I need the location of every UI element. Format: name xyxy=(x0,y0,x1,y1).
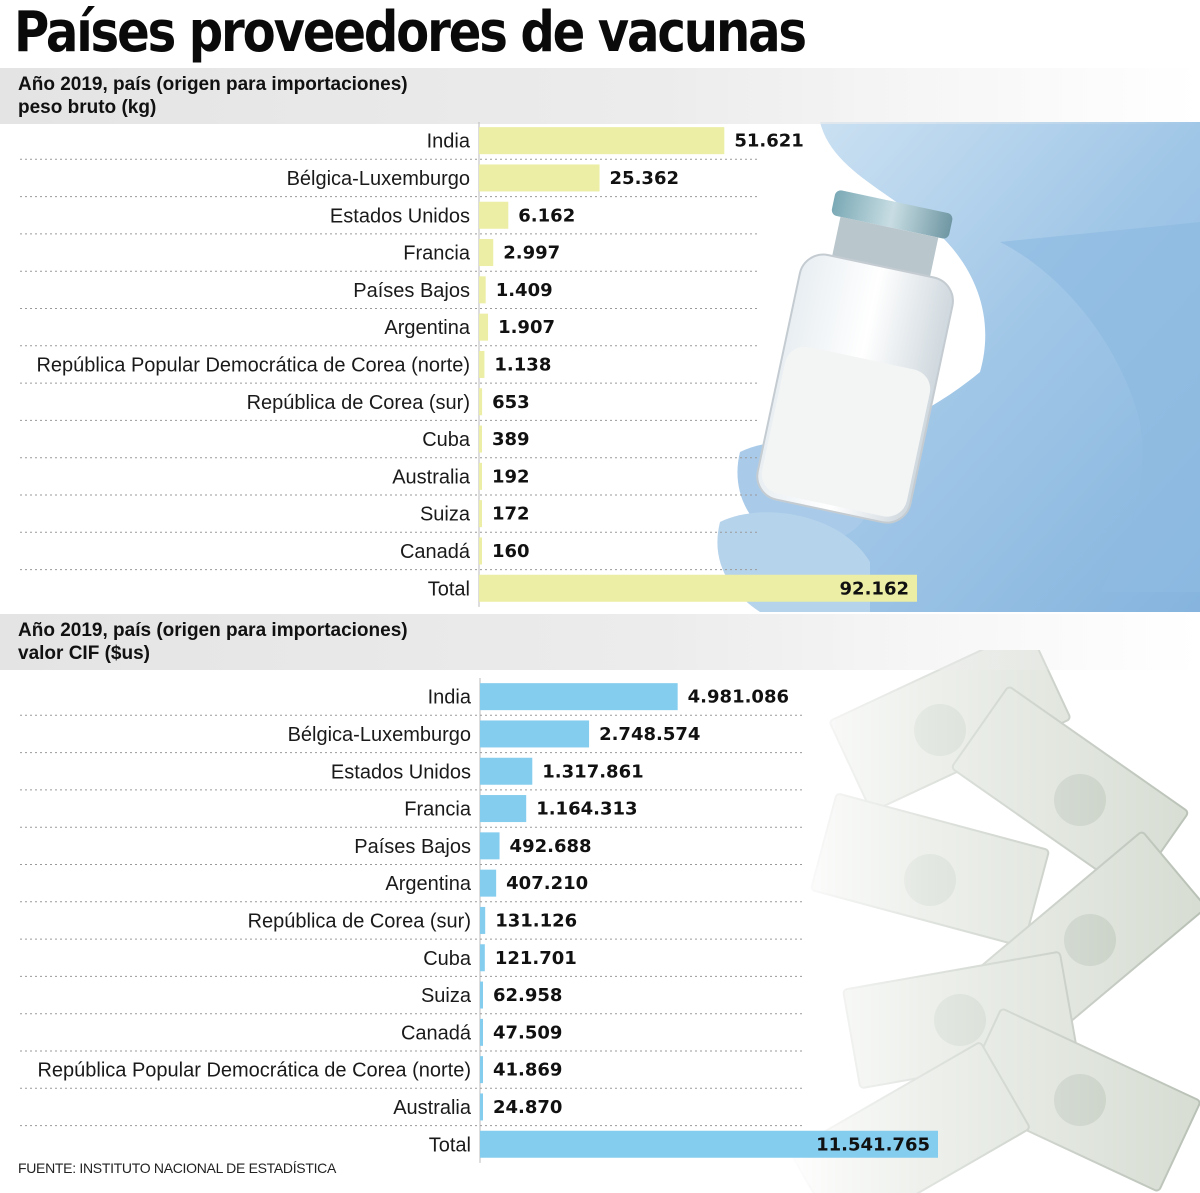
chart-1-subtitle-line-1: Año 2019, país (origen para importacione… xyxy=(18,74,408,95)
value-bar xyxy=(480,944,485,972)
value-bar xyxy=(480,1130,938,1158)
value-value-label: 121.701 xyxy=(495,948,577,969)
weight-value-label: 6.162 xyxy=(518,205,575,226)
value-value-label: 47.509 xyxy=(493,1022,562,1043)
value-value-label: 24.870 xyxy=(493,1097,562,1118)
value-category-label: India xyxy=(428,687,472,709)
value-category-label: Canadá xyxy=(401,1022,472,1044)
weight-value-label: 653 xyxy=(492,392,530,413)
weight-bar xyxy=(479,164,600,192)
weight-category-label: Suiza xyxy=(420,504,471,526)
value-category-label: Francia xyxy=(404,799,472,821)
value-value-label: 1.317.861 xyxy=(542,761,643,782)
weight-value-label: 1.409 xyxy=(496,280,553,301)
value-bar xyxy=(480,906,486,934)
value-bar xyxy=(480,683,678,711)
weight-bar xyxy=(479,500,482,528)
weight-category-label: India xyxy=(427,131,471,153)
weight-bar xyxy=(479,239,494,267)
value-category-label: Estados Unidos xyxy=(331,761,471,783)
weight-value-label: 1.907 xyxy=(498,317,555,338)
weight-bar xyxy=(479,127,725,155)
weight-category-label: Estados Unidos xyxy=(330,205,470,227)
weight-value-label: 92.162 xyxy=(840,578,909,599)
weight-bar xyxy=(479,388,483,416)
value-category-label: Total xyxy=(429,1134,471,1156)
weight-bar xyxy=(479,201,509,229)
weight-category-label: Total xyxy=(428,578,470,600)
chart-2-subtitle-line-1: Año 2019, país (origen para importacione… xyxy=(18,620,408,641)
value-bar xyxy=(480,1093,483,1121)
weight-bar xyxy=(479,425,482,453)
weight-category-label: Cuba xyxy=(422,429,471,451)
weight-value-label: 389 xyxy=(492,429,530,450)
value-bar xyxy=(480,869,497,897)
value-category-label: República Popular Democrática de Corea (… xyxy=(37,1060,471,1082)
value-bar xyxy=(480,757,533,785)
value-bar-chart: India 4.981.086 Bélgica-Luxemburgo 2.748.57… xyxy=(20,678,938,1163)
weight-bar xyxy=(479,537,482,565)
weight-bar xyxy=(479,350,485,378)
value-value-label: 4.981.086 xyxy=(688,687,789,708)
weight-bar xyxy=(479,462,482,490)
weight-value-label: 25.362 xyxy=(610,168,679,189)
weight-category-label: República de Corea (sur) xyxy=(247,392,470,414)
source-note: FUENTE: INSTITUTO NACIONAL DE ESTADÍSTIC… xyxy=(18,1160,337,1176)
value-bar xyxy=(480,795,527,823)
value-bar xyxy=(480,1056,483,1084)
weight-category-label: Países Bajos xyxy=(353,280,470,302)
weight-value-label: 1.138 xyxy=(494,354,551,375)
value-value-label: 41.869 xyxy=(493,1060,562,1081)
chart-2-subtitle-line-2: valor CIF ($us) xyxy=(18,643,150,664)
vaccine-vial-photo xyxy=(700,122,1200,612)
weight-category-label: Canadá xyxy=(400,541,471,563)
value-value-label: 492.688 xyxy=(510,836,592,857)
weight-category-label: Francia xyxy=(403,243,471,265)
page-title: Países proveedores de vacunas xyxy=(14,0,807,65)
weight-value-label: 192 xyxy=(492,466,530,487)
value-category-label: Cuba xyxy=(423,948,472,970)
weight-category-label: Bélgica-Luxemburgo xyxy=(287,168,470,190)
weight-category-label: República Popular Democrática de Corea (… xyxy=(36,354,470,376)
value-category-label: República de Corea (sur) xyxy=(248,910,471,932)
value-value-label: 11.541.765 xyxy=(816,1134,930,1155)
value-category-label: Australia xyxy=(393,1097,472,1119)
weight-value-label: 172 xyxy=(492,504,530,525)
weight-value-label: 2.997 xyxy=(503,243,560,264)
weight-category-label: Australia xyxy=(392,466,471,488)
weight-bar xyxy=(479,313,489,341)
value-value-label: 131.126 xyxy=(495,910,577,931)
weight-value-label: 51.621 xyxy=(734,131,803,152)
chart-1-subtitle-line-2: peso bruto (kg) xyxy=(18,97,157,118)
weight-bar-chart: India 51.621 Bélgica-Luxemburgo 25.362 Estad… xyxy=(20,122,917,607)
chart-1-subtitle: Año 2019, país (origen para importacione… xyxy=(0,68,1200,124)
weight-value-label: 160 xyxy=(492,541,530,562)
value-value-label: 407.210 xyxy=(506,873,588,894)
weight-bar xyxy=(479,574,917,602)
value-category-label: Argentina xyxy=(385,873,471,895)
chart-2-subtitle: Año 2019, país (origen para importacione… xyxy=(0,614,1200,670)
value-bar xyxy=(480,1018,483,1046)
value-bar xyxy=(480,832,500,860)
weight-category-label: Argentina xyxy=(384,317,470,339)
value-value-label: 62.958 xyxy=(493,985,562,1006)
value-value-label: 1.164.313 xyxy=(536,799,637,820)
value-value-label: 2.748.574 xyxy=(599,724,700,745)
value-category-label: Bélgica-Luxemburgo xyxy=(288,724,471,746)
value-category-label: Países Bajos xyxy=(354,836,471,858)
value-category-label: Suiza xyxy=(421,985,472,1007)
value-bar xyxy=(480,981,483,1009)
value-bar xyxy=(480,720,590,748)
weight-bar xyxy=(479,276,486,304)
